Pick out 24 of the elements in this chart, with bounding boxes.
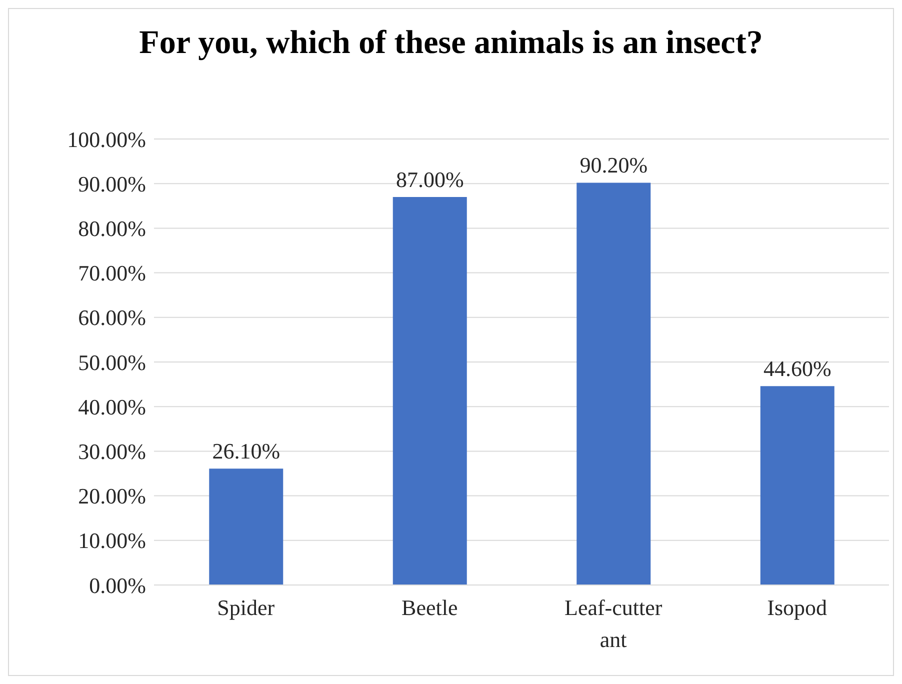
- bar: [576, 182, 651, 585]
- y-tick-label: 40.00%: [78, 394, 146, 420]
- x-tick-label: Spider: [217, 595, 276, 620]
- y-tick-label: 20.00%: [78, 484, 146, 509]
- data-label: 87.00%: [396, 166, 464, 192]
- y-tick-label: 50.00%: [78, 350, 146, 375]
- bar: [760, 386, 834, 585]
- y-tick-label: 10.00%: [78, 528, 146, 554]
- data-label: 44.60%: [763, 356, 832, 382]
- bar: [209, 468, 284, 585]
- y-tick-label: 90.00%: [78, 171, 146, 196]
- y-tick-label: 60.00%: [78, 305, 146, 330]
- data-label: 90.20%: [580, 152, 648, 178]
- y-tick-label: 0.00%: [89, 572, 146, 598]
- x-tick-label: Beetle: [402, 595, 458, 620]
- bar: [392, 196, 467, 585]
- y-tick-label: 30.00%: [78, 439, 146, 464]
- y-tick-label: 70.00%: [78, 260, 146, 286]
- y-tick-label: 80.00%: [78, 216, 146, 242]
- x-tick-label: Isopod: [767, 595, 828, 620]
- y-tick-label: 100.00%: [67, 126, 146, 152]
- x-tick-label: Leaf-cutter ant: [564, 595, 663, 652]
- data-label: 26.10%: [212, 438, 280, 464]
- chart-title: For you, which of these animals is an insect?: [138, 24, 764, 63]
